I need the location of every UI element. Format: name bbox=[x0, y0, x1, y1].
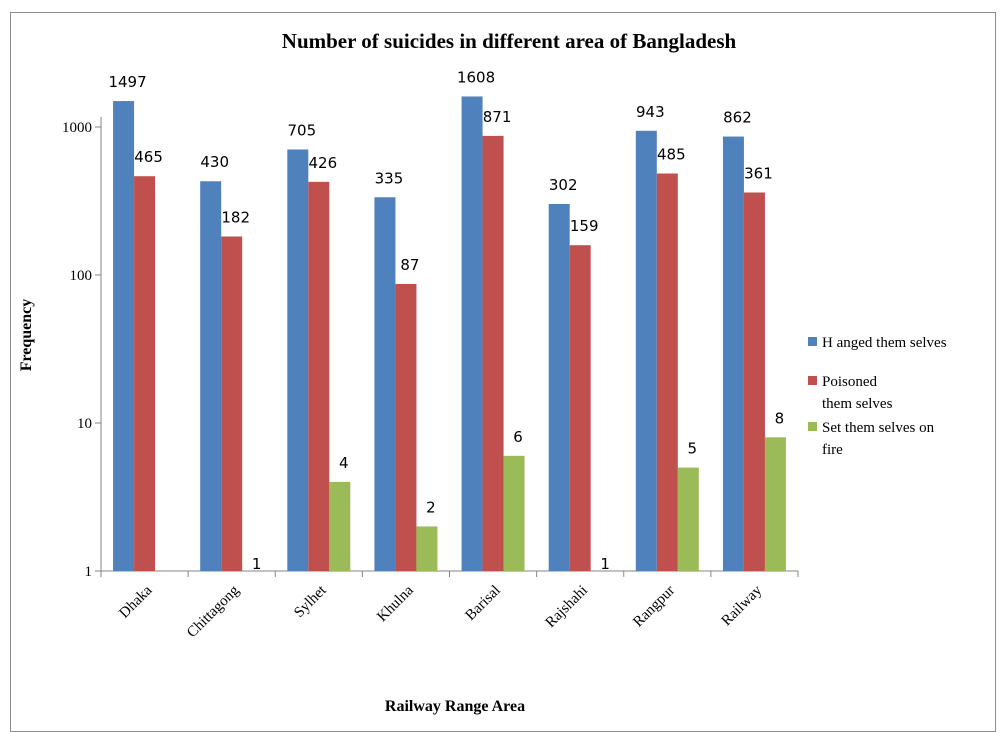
data-label: 943 bbox=[636, 103, 665, 121]
data-label: 182 bbox=[221, 209, 250, 227]
data-label: 705 bbox=[287, 121, 316, 139]
data-label: 1 bbox=[252, 555, 262, 573]
y-tick-label: 10 bbox=[77, 416, 92, 432]
y-tick-label: 100 bbox=[70, 268, 93, 284]
x-tick-label: Rangpur bbox=[630, 583, 678, 631]
x-tick-label: Khulna bbox=[374, 582, 417, 625]
bar-2-barisal bbox=[482, 135, 504, 571]
x-tick-label: Barisal bbox=[463, 583, 504, 624]
bar-1-dhaka bbox=[113, 101, 135, 572]
data-label: 8 bbox=[775, 409, 785, 427]
bar-1-barisal bbox=[461, 96, 483, 571]
bar-2-sylhet bbox=[308, 181, 330, 571]
data-label: 87 bbox=[400, 256, 419, 274]
legend-swatch bbox=[808, 376, 817, 385]
data-label: 426 bbox=[308, 154, 337, 172]
chart-title: Number of suicides in different area of … bbox=[282, 29, 737, 53]
bar-1-khulna bbox=[374, 197, 396, 571]
x-tick-label: Railway bbox=[719, 582, 766, 629]
y-axis-title: Frequency bbox=[18, 299, 35, 372]
data-label: 6 bbox=[513, 428, 523, 446]
bar-1-sylhet bbox=[287, 149, 309, 571]
bar-2-rangpur bbox=[656, 173, 678, 571]
bar-1-railway bbox=[722, 136, 744, 571]
x-tick-label: Sylhet bbox=[291, 582, 330, 621]
bar-3-barisal bbox=[503, 455, 525, 571]
y-tick-label: 1 bbox=[85, 564, 93, 580]
legend-label: Poisoned bbox=[822, 374, 878, 390]
bar-1-chittagong bbox=[200, 181, 222, 571]
legend: H anged them selves Poisoned them selves Se… bbox=[808, 335, 947, 458]
legend-label: them selves bbox=[822, 396, 893, 412]
data-label: 2 bbox=[426, 498, 436, 516]
data-label: 465 bbox=[134, 148, 163, 166]
data-label: 862 bbox=[723, 109, 752, 127]
data-label: 361 bbox=[744, 164, 773, 182]
legend-label: Set them selves on bbox=[822, 420, 935, 436]
x-tick-label: Dhaka bbox=[116, 582, 155, 621]
bar-1-rangpur bbox=[635, 130, 657, 571]
bar-3-rangpur bbox=[677, 467, 699, 571]
data-label: 1608 bbox=[457, 68, 495, 86]
x-tick-label: Rajshahi bbox=[543, 583, 591, 631]
data-label: 302 bbox=[549, 176, 578, 194]
legend-swatch bbox=[808, 337, 817, 346]
bar-3-khulna bbox=[416, 526, 438, 571]
data-label: 871 bbox=[483, 108, 512, 126]
bars bbox=[113, 96, 786, 572]
bar-2-railway bbox=[743, 192, 765, 571]
data-label: 4 bbox=[339, 454, 349, 472]
legend-label: fire bbox=[822, 442, 843, 458]
bar-2-khulna bbox=[395, 283, 417, 571]
data-label: 159 bbox=[570, 217, 599, 235]
data-label: 485 bbox=[657, 146, 686, 164]
x-tick-label: Chittagong bbox=[184, 582, 243, 641]
bar-chart: Number of suicides in different area of … bbox=[18, 29, 947, 715]
legend-swatch bbox=[808, 422, 817, 431]
category-labels: Dhaka Chittagong Sylhet Khulna Barisal Rajsha… bbox=[116, 582, 765, 641]
y-tick-label: 1000 bbox=[62, 120, 92, 136]
data-label: 1497 bbox=[108, 73, 146, 91]
bar-2-dhaka bbox=[134, 176, 156, 571]
legend-label: H anged them selves bbox=[822, 335, 947, 351]
data-label: 5 bbox=[688, 440, 698, 458]
bar-1-rajshahi bbox=[548, 203, 570, 571]
x-axis-title: Railway Range Area bbox=[385, 698, 525, 715]
data-label: 1 bbox=[600, 555, 610, 573]
bar-3-railway bbox=[764, 437, 786, 571]
bar-2-rajshahi bbox=[569, 245, 591, 571]
bar-3-sylhet bbox=[329, 481, 351, 571]
bar-2-chittagong bbox=[221, 236, 243, 571]
data-label: 335 bbox=[375, 169, 404, 187]
data-label: 430 bbox=[200, 153, 229, 171]
